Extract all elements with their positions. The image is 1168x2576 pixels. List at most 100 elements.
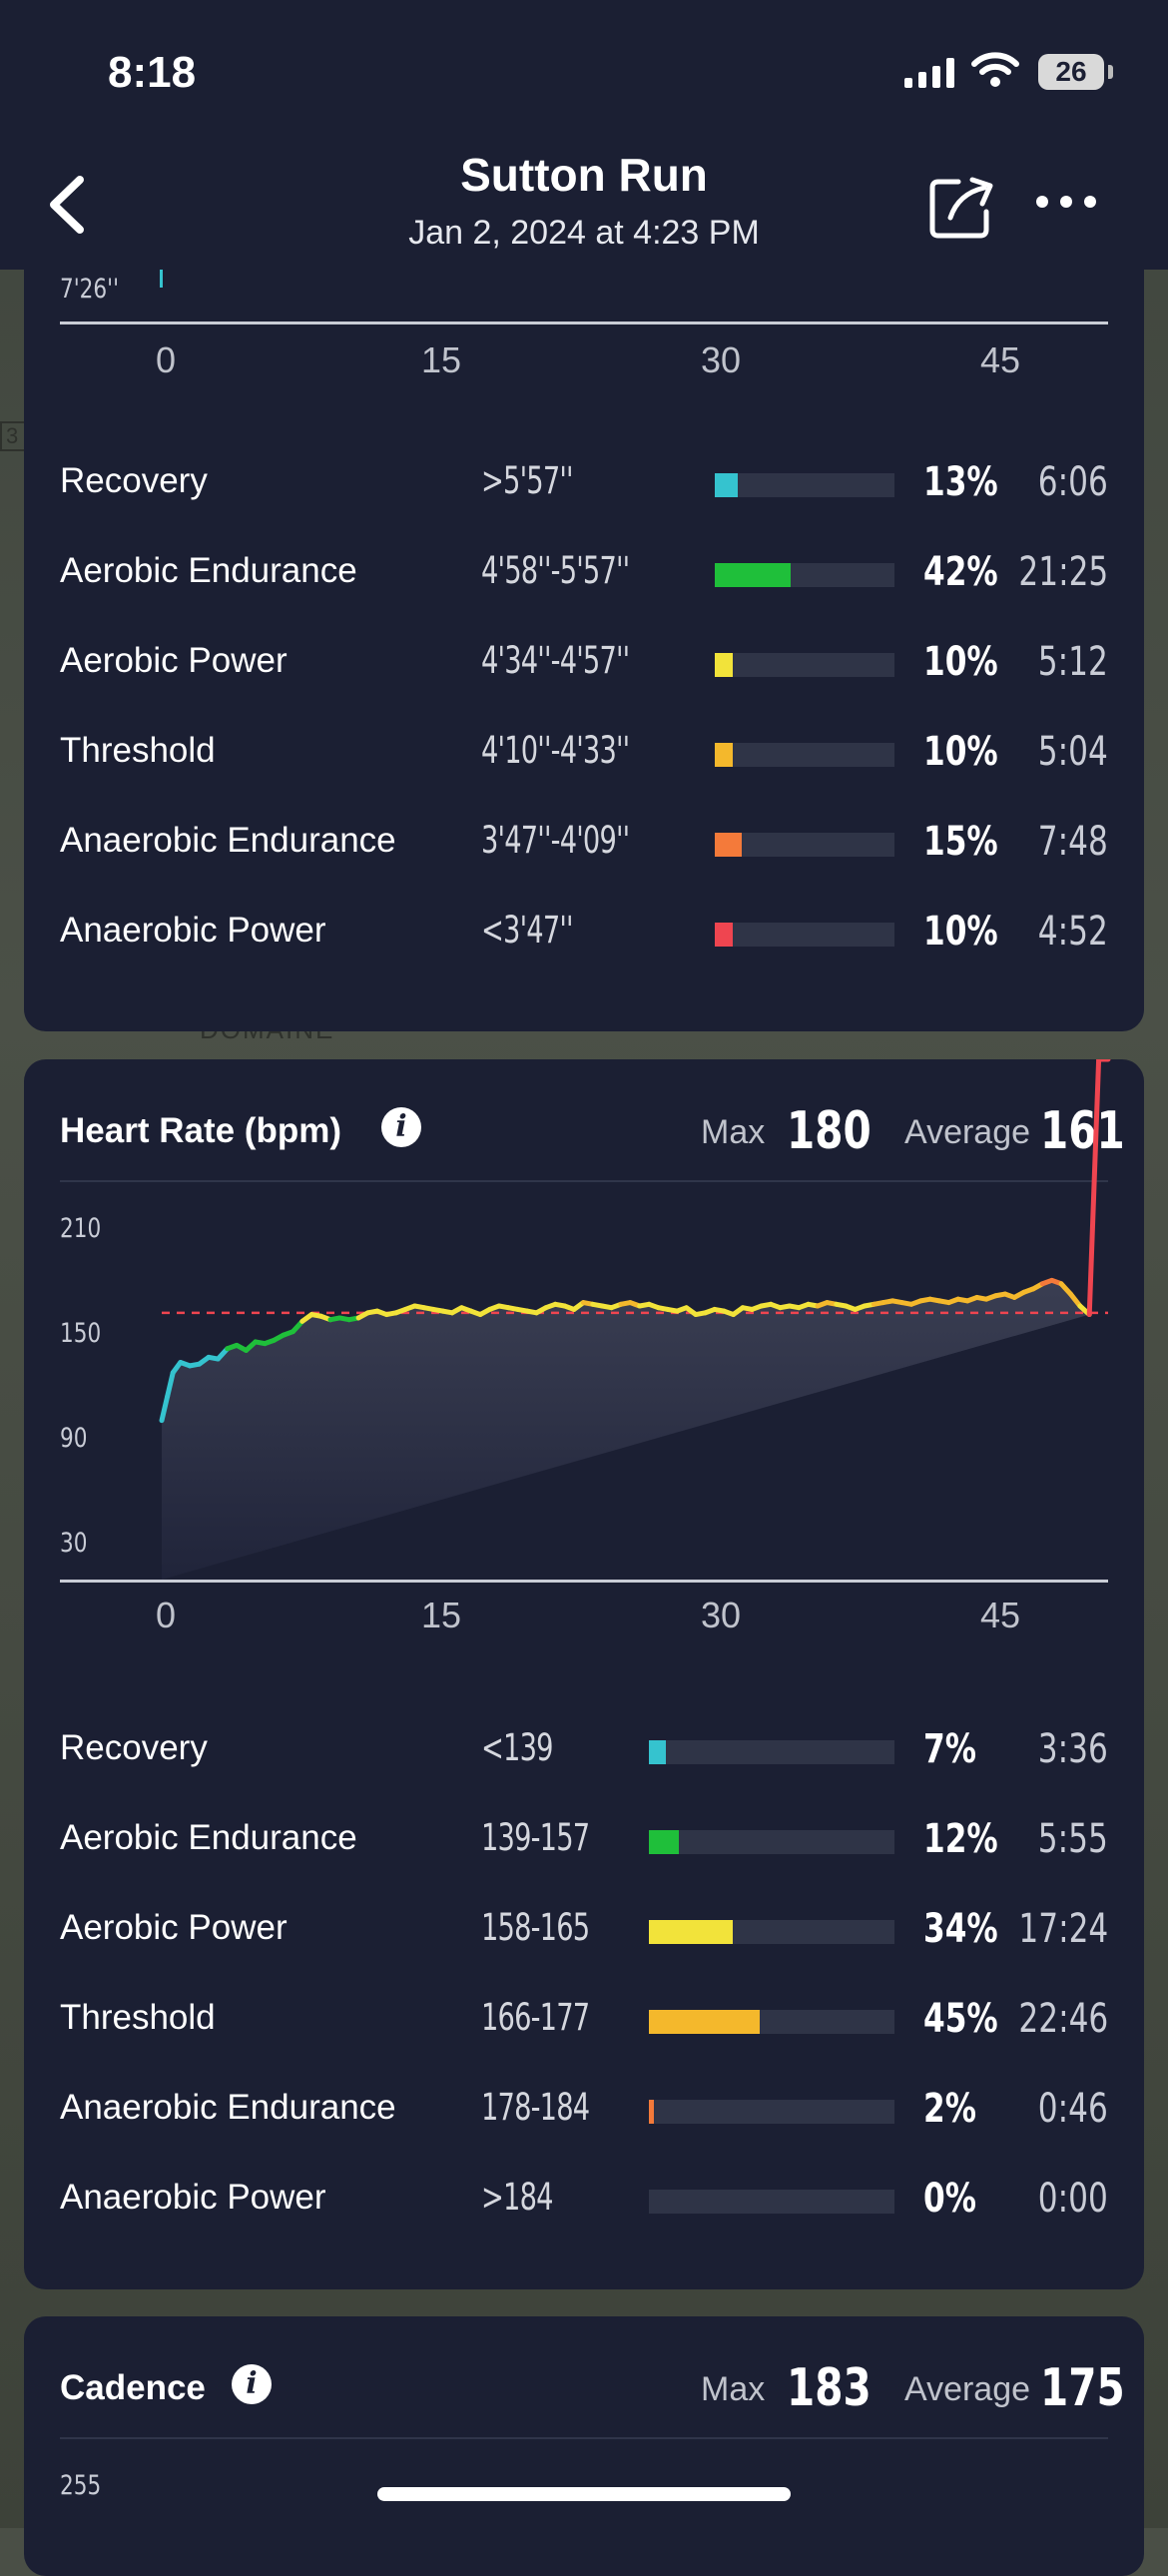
zone-range: >184	[481, 2176, 554, 2219]
x-tick: 30	[700, 339, 742, 380]
nav-header: 8:18 26 Sutton Run Jan 2, 2024 at 4:23 P…	[0, 0, 1168, 270]
x-tick: 45	[979, 1595, 1021, 1635]
header-divider	[60, 2437, 1108, 2439]
zone-bar	[715, 833, 894, 857]
zone-name: Anaerobic Endurance	[60, 2088, 396, 2127]
zone-range: 4'58''-5'57''	[481, 549, 630, 592]
battery-cap	[1108, 65, 1113, 79]
zone-percent: 12%	[923, 1816, 998, 1862]
zone-time: 5:04	[1037, 729, 1108, 775]
zone-row: Threshold 4'10''-4'33'' 10% 5:04	[60, 723, 1108, 783]
zone-bar	[715, 473, 894, 497]
average-label: Average	[904, 1113, 1031, 1151]
page-title: Sutton Run	[460, 149, 708, 201]
zone-percent: 2%	[923, 2086, 976, 2132]
activity-date: Jan 2, 2024 at 4:23 PM	[408, 214, 760, 252]
zone-bar	[649, 2190, 894, 2214]
y-tick: 150	[60, 1318, 102, 1349]
zone-bar-fill	[649, 2010, 760, 2034]
zone-row: Aerobic Power 158-165 34% 17:24	[60, 1900, 1108, 1960]
x-tick: 15	[420, 339, 462, 380]
hr-line-segment	[1086, 1059, 1102, 1318]
zone-bar	[715, 653, 894, 677]
zone-bar	[715, 923, 894, 947]
more-icon[interactable]	[1036, 196, 1096, 208]
zone-name: Aerobic Endurance	[60, 1818, 357, 1857]
info-icon[interactable]: i	[381, 1107, 421, 1147]
zone-bar-fill	[715, 473, 739, 497]
zone-bar	[649, 1830, 894, 1854]
zone-name: Anaerobic Endurance	[60, 821, 396, 860]
x-tick: 30	[700, 1595, 742, 1635]
zone-range: 139-157	[481, 1816, 590, 1859]
zone-range: >5'57''	[481, 459, 574, 502]
hr-area	[162, 1280, 1090, 1580]
zone-name: Aerobic Power	[60, 641, 288, 680]
pace-x-axis	[60, 322, 1108, 324]
zone-range: 178-184	[481, 2086, 590, 2129]
zone-range: 4'10''-4'33''	[481, 729, 630, 772]
x-tick: 0	[155, 339, 177, 380]
zone-percent: 42%	[923, 549, 998, 595]
zone-range: 166-177	[481, 1996, 590, 2039]
max-value: 183	[787, 2358, 872, 2418]
heart-rate-chart	[159, 1059, 1111, 1580]
zone-bar-fill	[715, 923, 733, 947]
zone-time: 3:36	[1037, 1726, 1108, 1772]
average-value: 175	[1040, 2358, 1125, 2418]
hr-line-segment	[159, 1394, 171, 1424]
zone-percent: 0%	[923, 2176, 976, 2222]
zone-row: Aerobic Endurance 139-157 12% 5:55	[60, 1810, 1108, 1870]
zone-row: Anaerobic Endurance 3'47''-4'09'' 15% 7:48	[60, 813, 1108, 873]
zone-name: Anaerobic Power	[60, 911, 326, 950]
zone-row: Anaerobic Power <3'47'' 10% 4:52	[60, 903, 1108, 963]
zone-row: Recovery <139 7% 3:36	[60, 1720, 1108, 1780]
zone-bar-fill	[649, 1740, 667, 1764]
cadence-card: Cadence i Max 183 Average 175 255	[24, 2316, 1144, 2576]
zone-bar	[649, 2100, 894, 2124]
zone-name: Aerobic Endurance	[60, 551, 357, 590]
zone-range: 3'47''-4'09''	[481, 819, 630, 862]
zone-bar-fill	[715, 833, 742, 857]
map-label: 3	[0, 421, 27, 451]
x-tick: 45	[979, 339, 1021, 380]
home-indicator[interactable]	[377, 2487, 791, 2501]
cellular-signal-icon	[904, 58, 954, 88]
zone-row: Anaerobic Power >184 0% 0:00	[60, 2170, 1108, 2230]
pace-top-label: 7'26''	[60, 274, 120, 305]
zone-name: Recovery	[60, 461, 208, 500]
zone-bar-fill	[649, 1920, 733, 1944]
zone-percent: 10%	[923, 639, 998, 685]
max-label: Max	[701, 2370, 766, 2408]
x-tick: 0	[155, 1595, 177, 1635]
zone-row: Anaerobic Endurance 178-184 2% 0:46	[60, 2080, 1108, 2140]
y-tick: 255	[60, 2470, 102, 2501]
pace-chart-line	[160, 266, 163, 288]
zone-time: 7:48	[1037, 819, 1108, 865]
info-icon[interactable]: i	[232, 2364, 272, 2404]
zone-bar-fill	[715, 743, 733, 767]
zone-range: <3'47''	[481, 909, 574, 952]
zone-percent: 10%	[923, 729, 998, 775]
heart-rate-title: Heart Rate (bpm)	[60, 1111, 341, 1150]
zone-range: 158-165	[481, 1906, 590, 1949]
chevron-left-icon[interactable]	[40, 170, 100, 240]
zone-percent: 34%	[923, 1906, 998, 1952]
heart-rate-header: Heart Rate (bpm) i Max 180 Average 161	[60, 1083, 1125, 1183]
y-tick: 90	[60, 1423, 88, 1454]
zone-name: Threshold	[60, 1998, 216, 2037]
zone-bar	[715, 743, 894, 767]
zone-bar	[715, 563, 894, 587]
status-time: 8:18	[108, 48, 197, 97]
zone-bar	[649, 2010, 894, 2034]
share-icon[interactable]	[928, 176, 996, 240]
hr-x-axis	[60, 1580, 1108, 1583]
max-value: 180	[787, 1101, 872, 1161]
zone-name: Recovery	[60, 1728, 208, 1767]
zone-name: Aerobic Power	[60, 1908, 288, 1947]
heart-rate-card: Heart Rate (bpm) i Max 180 Average 161 2…	[24, 1059, 1144, 2289]
zone-range: 4'34''-4'57''	[481, 639, 630, 682]
zone-time: 21:25	[1018, 549, 1108, 595]
hr-line-segment	[165, 1370, 176, 1400]
zone-percent: 13%	[923, 459, 998, 505]
